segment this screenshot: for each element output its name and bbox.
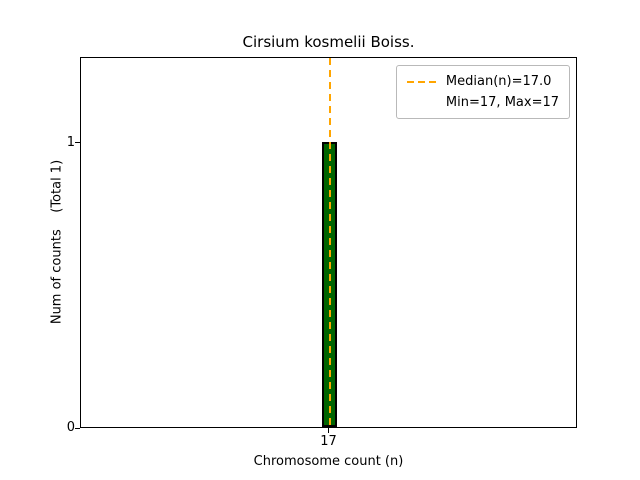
x-tick-label-17: 17	[320, 434, 337, 449]
y-tick-mark-0	[75, 427, 80, 429]
y-tick-label-1: 1	[66, 134, 75, 150]
median-line	[328, 58, 331, 427]
legend-median-label: Median(n)=17.0	[445, 74, 552, 89]
y-tick-label-0: 0	[66, 420, 75, 435]
dashed-line-icon	[406, 80, 437, 83]
y-axis-label: Num of counts (Total 1)	[49, 159, 65, 325]
y-tick-mark-1	[75, 142, 80, 144]
legend-row-median: Median(n)=17.0	[406, 73, 559, 90]
legend-row-minmax: Min=17, Max=17	[407, 94, 559, 111]
x-tick-mark-17	[328, 428, 329, 433]
plot-area: Median(n)=17.0 Min=17, Max=17	[80, 57, 577, 428]
x-axis-label: Chromosome count (n)	[253, 454, 404, 469]
chart-title: Cirsium kosmelii Boiss.	[242, 33, 415, 51]
legend-minmax-label: Min=17, Max=17	[445, 95, 559, 110]
legend-spacer	[407, 102, 437, 104]
legend: Median(n)=17.0 Min=17, Max=17	[395, 65, 570, 119]
